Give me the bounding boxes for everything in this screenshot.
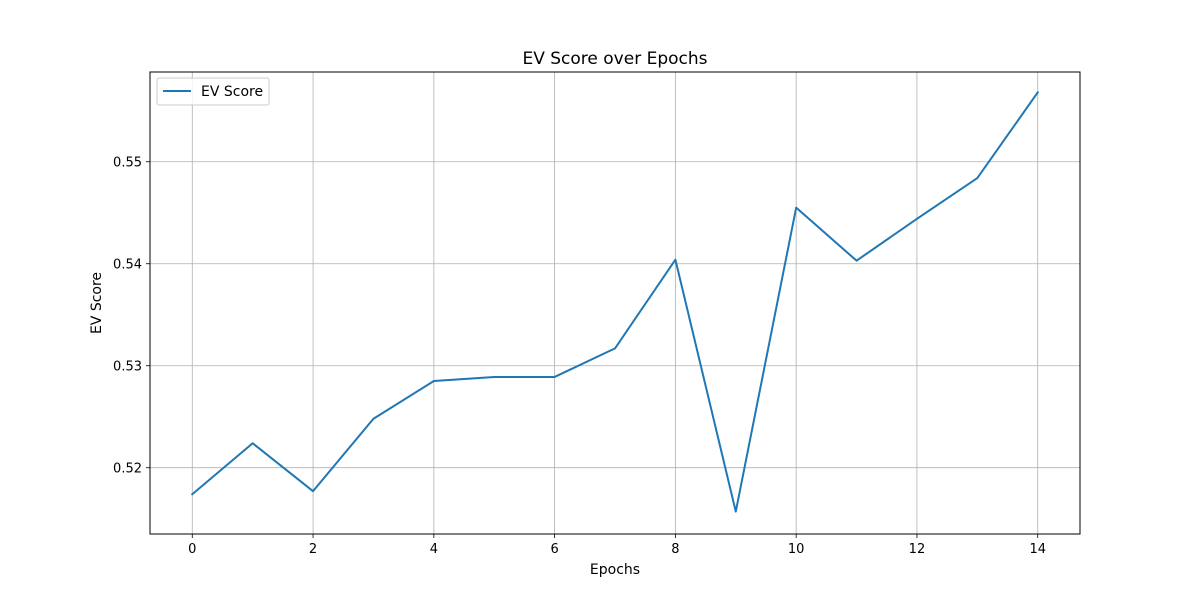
series-line-ev-score [190,91,1040,513]
legend-box [156,77,270,106]
ticks: 0 2 4 6 8 10 12 14 0.52 0.53 0.54 0.55 [113,156,1046,557]
x-axis-label: Epochs [590,562,640,578]
x-tick-label: 10 [788,542,805,557]
x-tick-label: 2 [309,542,317,557]
legend: EV Score [156,77,270,106]
y-tick-label: 0.52 [113,462,142,477]
y-tick-label: 0.53 [113,360,142,375]
x-tick-label: 0 [188,542,196,557]
plot-area-frame [149,71,1081,535]
x-tick-label: 8 [671,542,679,557]
x-tick-label: 4 [430,542,438,557]
legend-label-ev-score: EV Score [201,84,263,100]
chart-title: EV Score over Epochs [522,49,707,69]
grid [150,72,1080,534]
x-tick-label: 12 [909,542,926,557]
y-tick-label: 0.55 [113,156,142,171]
x-tick-label: 6 [550,542,558,557]
y-axis-label: EV Score [89,272,105,334]
series-layer [190,91,1040,513]
y-tick-label: 0.54 [113,258,142,273]
x-tick-label: 14 [1029,542,1046,557]
